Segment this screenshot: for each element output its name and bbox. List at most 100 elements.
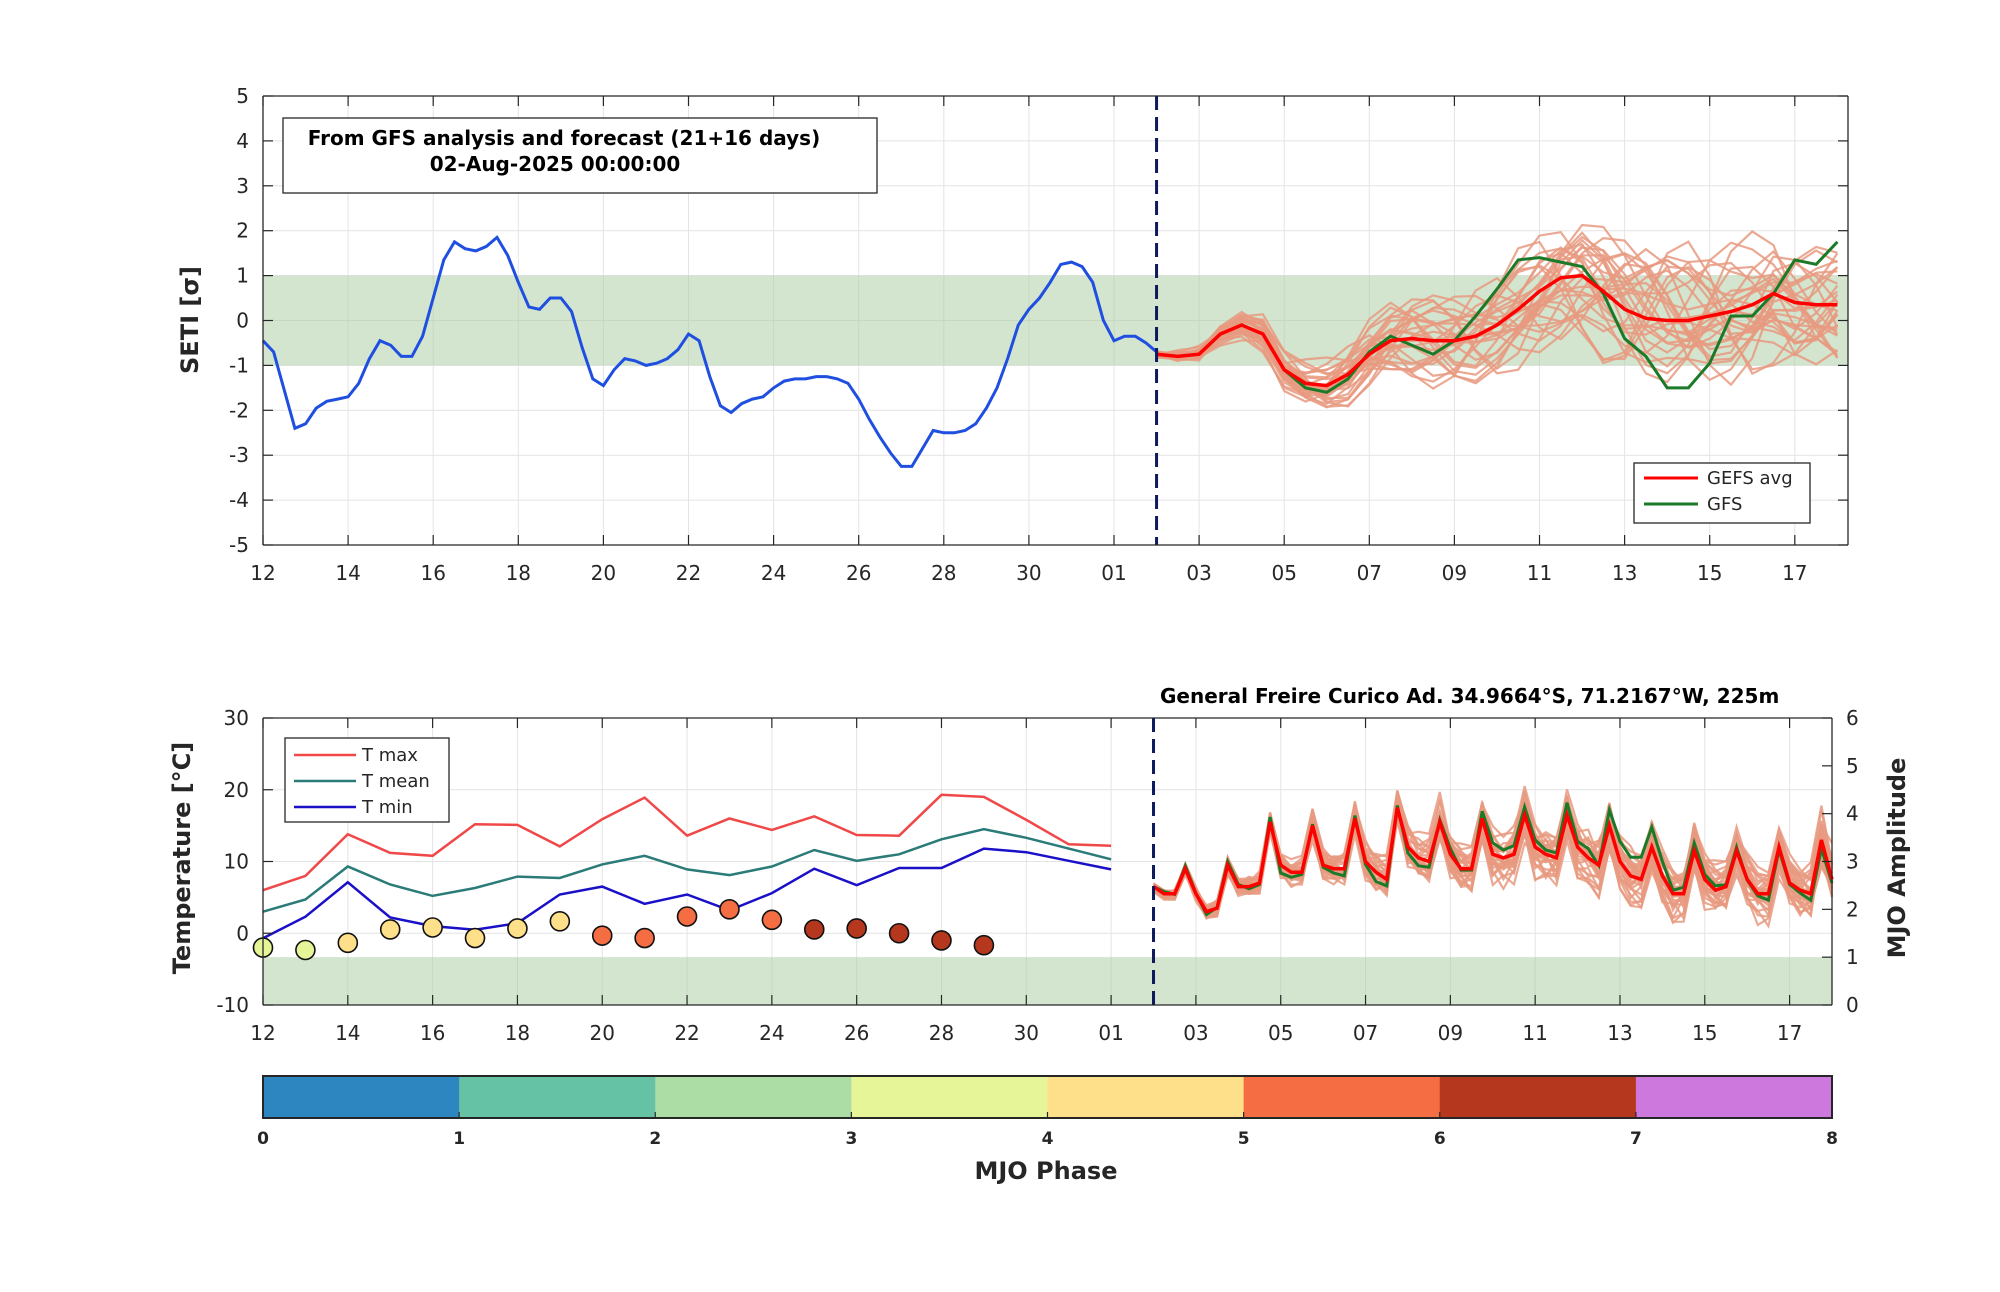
mjo-ytick-label: 2 — [1846, 897, 1859, 921]
gefs-member-line — [1156, 255, 1839, 395]
mjo-ytick-label: 1 — [1846, 945, 1859, 969]
temperature-xtick-label: 17 — [1777, 1021, 1802, 1045]
gefs-member-line — [1156, 255, 1839, 385]
mjo-marker — [422, 917, 443, 938]
legend-gfs-label: GFS — [1707, 494, 1742, 515]
mjo-marker — [337, 932, 359, 954]
seti-ytick-label: 5 — [236, 84, 249, 108]
colorbar-tick-label: 5 — [1238, 1129, 1250, 1149]
seti-normal-band — [263, 275, 1848, 366]
tmax-line — [262, 793, 1112, 892]
seti-annotation-line1: From GFS analysis and forecast (21+16 da… — [308, 126, 820, 150]
seti-ytick-label: -2 — [229, 398, 249, 422]
seti-xtick-label: 15 — [1697, 561, 1722, 585]
seti-xtick-label: 14 — [335, 561, 360, 585]
mjo-phase-swatch — [1047, 1076, 1245, 1118]
temperature-xtick-label: 07 — [1353, 1021, 1378, 1045]
seti-xtick-label: 11 — [1527, 561, 1552, 585]
seti-xtick-label: 26 — [846, 561, 871, 585]
temperature-xtick-label: 28 — [929, 1021, 954, 1045]
seti-ytick-label: 4 — [236, 129, 249, 153]
mjo-phase-swatch — [1439, 1076, 1637, 1118]
mjo-marker — [761, 909, 783, 931]
seti-xtick-label: 24 — [761, 561, 786, 585]
seti-xtick-label: 05 — [1271, 561, 1296, 585]
seti-ytick-label: 2 — [236, 219, 249, 243]
mjo-marker — [634, 927, 655, 949]
mjo-marker — [676, 906, 698, 927]
temperature-xtick-label: 14 — [335, 1021, 360, 1045]
seti-legend: GEFS avg GFS — [1633, 462, 1811, 524]
temperature-xtick-label: 13 — [1607, 1021, 1632, 1045]
mjo-phase-swatch — [1635, 1076, 1833, 1118]
seti-analysis-line — [261, 235, 1158, 468]
mjo-marker — [507, 918, 528, 939]
tmean-line — [262, 827, 1112, 913]
temperature-xtick-label: 03 — [1183, 1021, 1208, 1045]
mjo-amplitude-ylabel: MJO Amplitude — [1883, 758, 1911, 959]
seti-xtick-label: 12 — [250, 561, 275, 585]
temperature-xtick-label: 05 — [1268, 1021, 1293, 1045]
seti-gefs-avg-line — [1156, 273, 1838, 388]
colorbar-tick-label: 3 — [845, 1129, 857, 1149]
seti-xtick-label: 20 — [591, 561, 616, 585]
gefs-member-line — [1156, 244, 1838, 392]
seti-xtick-label: 01 — [1101, 561, 1126, 585]
temperature-legend: T max T mean T min — [284, 737, 450, 823]
temperature-ytick-label: 0 — [236, 921, 249, 945]
temperature-xtick-label: 16 — [420, 1021, 445, 1045]
seti-ytick-label: -4 — [229, 488, 249, 512]
temperature-xtick-label: 24 — [759, 1021, 784, 1045]
mjo-marker — [973, 934, 995, 956]
legend-gefs-avg-label: GEFS avg — [1707, 468, 1793, 489]
seti-xtick-label: 13 — [1612, 561, 1637, 585]
temperature-xtick-label: 09 — [1438, 1021, 1463, 1045]
mjo-ytick-label: 0 — [1846, 993, 1859, 1017]
colorbar-tick-label: 1 — [453, 1129, 465, 1149]
mjo-phase-swatch — [263, 1076, 460, 1118]
station-title: General Freire Curico Ad. 34.9664°S, 71.… — [1160, 684, 1779, 708]
seti-xtick-label: 03 — [1186, 561, 1211, 585]
seti-ytick-label: 1 — [236, 264, 249, 288]
mjo-marker — [379, 919, 401, 940]
mjo-marker — [464, 927, 486, 949]
mjo-marker — [888, 922, 910, 944]
seti-xtick-label: 07 — [1357, 561, 1382, 585]
mjo-marker — [931, 930, 952, 951]
colorbar-tick-label: 8 — [1826, 1129, 1838, 1149]
colorbar-tick-label: 4 — [1042, 1129, 1054, 1149]
colorbar-tick-label: 0 — [257, 1129, 269, 1149]
seti-ytick-label: 3 — [236, 174, 249, 198]
legend-tmin-label: T min — [361, 797, 413, 818]
tmin-line — [262, 847, 1112, 940]
mjo-phase-swatch — [1243, 1076, 1441, 1118]
mjo-marker — [846, 918, 867, 939]
seti-ytick-label: 0 — [236, 309, 249, 333]
temperature-xtick-label: 11 — [1522, 1021, 1547, 1045]
temperature-ytick-label: -10 — [216, 993, 249, 1017]
temperature-xtick-label: 12 — [250, 1021, 275, 1045]
mjo-marker — [295, 939, 316, 961]
mjo-marker — [803, 919, 825, 940]
seti-xtick-label: 09 — [1442, 561, 1467, 585]
seti-ytick-label: -1 — [229, 353, 249, 377]
colorbar-tick-label: 6 — [1434, 1129, 1446, 1149]
temperature-ylabel: Temperature [°C] — [168, 742, 196, 975]
temperature-ytick-label: 10 — [224, 850, 249, 874]
seti-annotation-line2: 02-Aug-2025 00:00:00 — [430, 152, 681, 176]
seti-xtick-label: 28 — [931, 561, 956, 585]
mjo-ytick-label: 3 — [1846, 850, 1859, 874]
mjo-ytick-label: 5 — [1846, 754, 1859, 778]
mjo-weak-band — [263, 957, 1832, 1005]
temperature-ytick-label: 20 — [224, 778, 249, 802]
temperature-gefs-avg-line — [1152, 807, 1834, 914]
mjo-marker — [549, 910, 571, 932]
temperature-ytick-label: 30 — [224, 706, 249, 730]
mjo-phase-swatch — [655, 1076, 852, 1118]
mjo-phase-label: MJO Phase — [974, 1157, 1117, 1185]
seti-xtick-label: 16 — [420, 561, 445, 585]
temperature-xtick-label: 30 — [1014, 1021, 1039, 1045]
